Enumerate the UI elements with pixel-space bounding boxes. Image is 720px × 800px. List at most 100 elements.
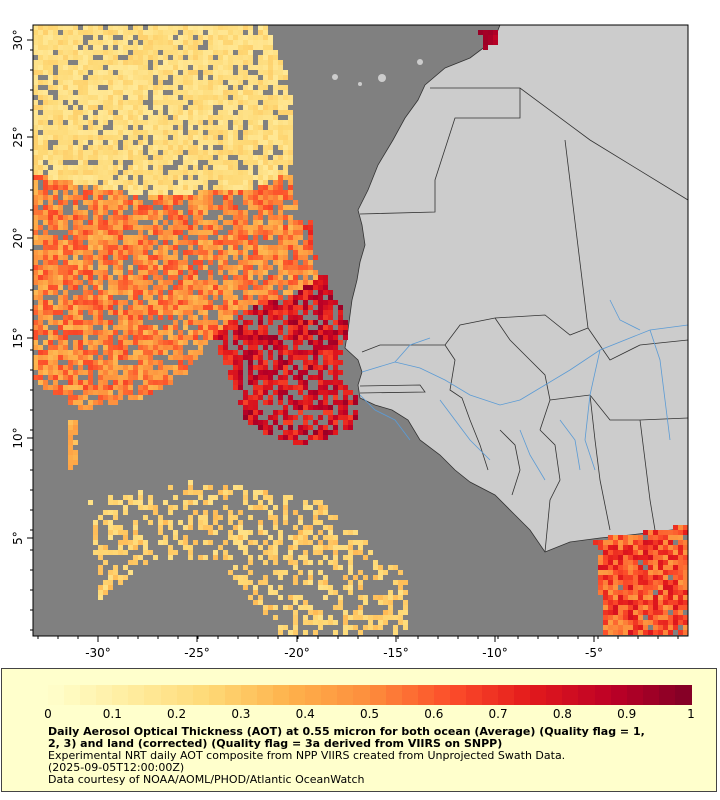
aot-pixel <box>33 35 38 40</box>
aot-pixel <box>48 385 53 390</box>
aot-pixel <box>68 155 73 160</box>
aot-pixel <box>198 250 203 255</box>
aot-pixel <box>178 365 183 370</box>
aot-pixel <box>213 555 218 560</box>
aot-pixel <box>173 370 178 375</box>
aot-pixel <box>343 585 348 590</box>
aot-pixel <box>128 100 133 105</box>
aot-pixel <box>213 325 218 330</box>
aot-pixel <box>168 260 173 265</box>
aot-pixel <box>143 90 148 95</box>
aot-pixel <box>253 75 258 80</box>
aot-pixel <box>148 380 153 385</box>
aot-pixel <box>163 185 168 190</box>
aot-pixel <box>268 605 273 610</box>
aot-pixel <box>288 245 293 250</box>
aot-pixel <box>83 210 88 215</box>
aot-pixel <box>253 345 258 350</box>
aot-pixel <box>263 175 268 180</box>
aot-pixel <box>63 60 68 65</box>
aot-pixel <box>333 370 338 375</box>
aot-pixel <box>238 285 243 290</box>
aot-pixel <box>113 565 118 570</box>
aot-pixel <box>143 135 148 140</box>
aot-pixel <box>88 355 93 360</box>
aot-pixel <box>33 165 38 170</box>
aot-pixel <box>203 280 208 285</box>
aot-pixel <box>158 245 163 250</box>
aot-pixel <box>118 230 123 235</box>
aot-pixel <box>38 370 43 375</box>
aot-pixel <box>153 270 158 275</box>
aot-pixel <box>243 335 248 340</box>
aot-pixel <box>228 205 233 210</box>
aot-pixel <box>638 620 643 625</box>
aot-pixel <box>53 330 58 335</box>
aot-pixel <box>63 235 68 240</box>
colorbar-segment <box>530 685 548 705</box>
aot-pixel <box>293 415 298 420</box>
aot-pixel <box>188 60 193 65</box>
aot-pixel <box>613 585 618 590</box>
aot-pixel <box>108 580 113 585</box>
aot-pixel <box>248 540 253 545</box>
aot-pixel <box>183 500 188 505</box>
aot-pixel <box>303 630 308 635</box>
aot-pixel <box>53 370 58 375</box>
aot-pixel <box>108 60 113 65</box>
aot-pixel <box>93 530 98 535</box>
aot-pixel <box>673 560 678 565</box>
aot-pixel <box>113 365 118 370</box>
aot-pixel <box>133 315 138 320</box>
aot-pixel <box>233 100 238 105</box>
aot-pixel <box>268 55 273 60</box>
aot-pixel <box>158 135 163 140</box>
aot-pixel <box>103 230 108 235</box>
aot-pixel <box>608 615 613 620</box>
aot-pixel <box>58 370 63 375</box>
aot-pixel <box>193 25 198 30</box>
aot-pixel <box>58 135 63 140</box>
aot-pixel <box>323 325 328 330</box>
aot-pixel <box>263 270 268 275</box>
aot-pixel <box>58 325 63 330</box>
aot-pixel <box>68 390 73 395</box>
aot-pixel <box>143 140 148 145</box>
aot-pixel <box>88 230 93 235</box>
aot-pixel <box>303 300 308 305</box>
aot-pixel <box>193 210 198 215</box>
aot-pixel <box>383 600 388 605</box>
aot-pixel <box>178 115 183 120</box>
aot-pixel <box>93 550 98 555</box>
aot-pixel <box>143 285 148 290</box>
aot-pixel <box>38 50 43 55</box>
aot-pixel <box>83 90 88 95</box>
aot-pixel <box>93 240 98 245</box>
aot-pixel <box>228 315 233 320</box>
aot-pixel <box>178 150 183 155</box>
aot-pixel <box>108 185 113 190</box>
aot-pixel <box>53 235 58 240</box>
aot-pixel <box>138 205 143 210</box>
aot-pixel <box>188 525 193 530</box>
aot-pixel <box>123 285 128 290</box>
aot-pixel <box>108 200 113 205</box>
aot-pixel <box>328 300 333 305</box>
aot-pixel <box>43 30 48 35</box>
aot-pixel <box>38 115 43 120</box>
aot-pixel <box>203 305 208 310</box>
aot-pixel <box>228 270 233 275</box>
colorbar-segment <box>562 685 580 705</box>
aot-pixel <box>198 190 203 195</box>
aot-pixel <box>673 550 678 555</box>
aot-pixel <box>108 530 113 535</box>
aot-pixel <box>228 160 233 165</box>
aot-pixel <box>158 170 163 175</box>
aot-pixel <box>48 130 53 135</box>
aot-pixel <box>208 275 213 280</box>
aot-pixel <box>228 190 233 195</box>
aot-pixel <box>113 255 118 260</box>
aot-pixel <box>318 375 323 380</box>
aot-pixel <box>273 360 278 365</box>
aot-pixel <box>223 175 228 180</box>
